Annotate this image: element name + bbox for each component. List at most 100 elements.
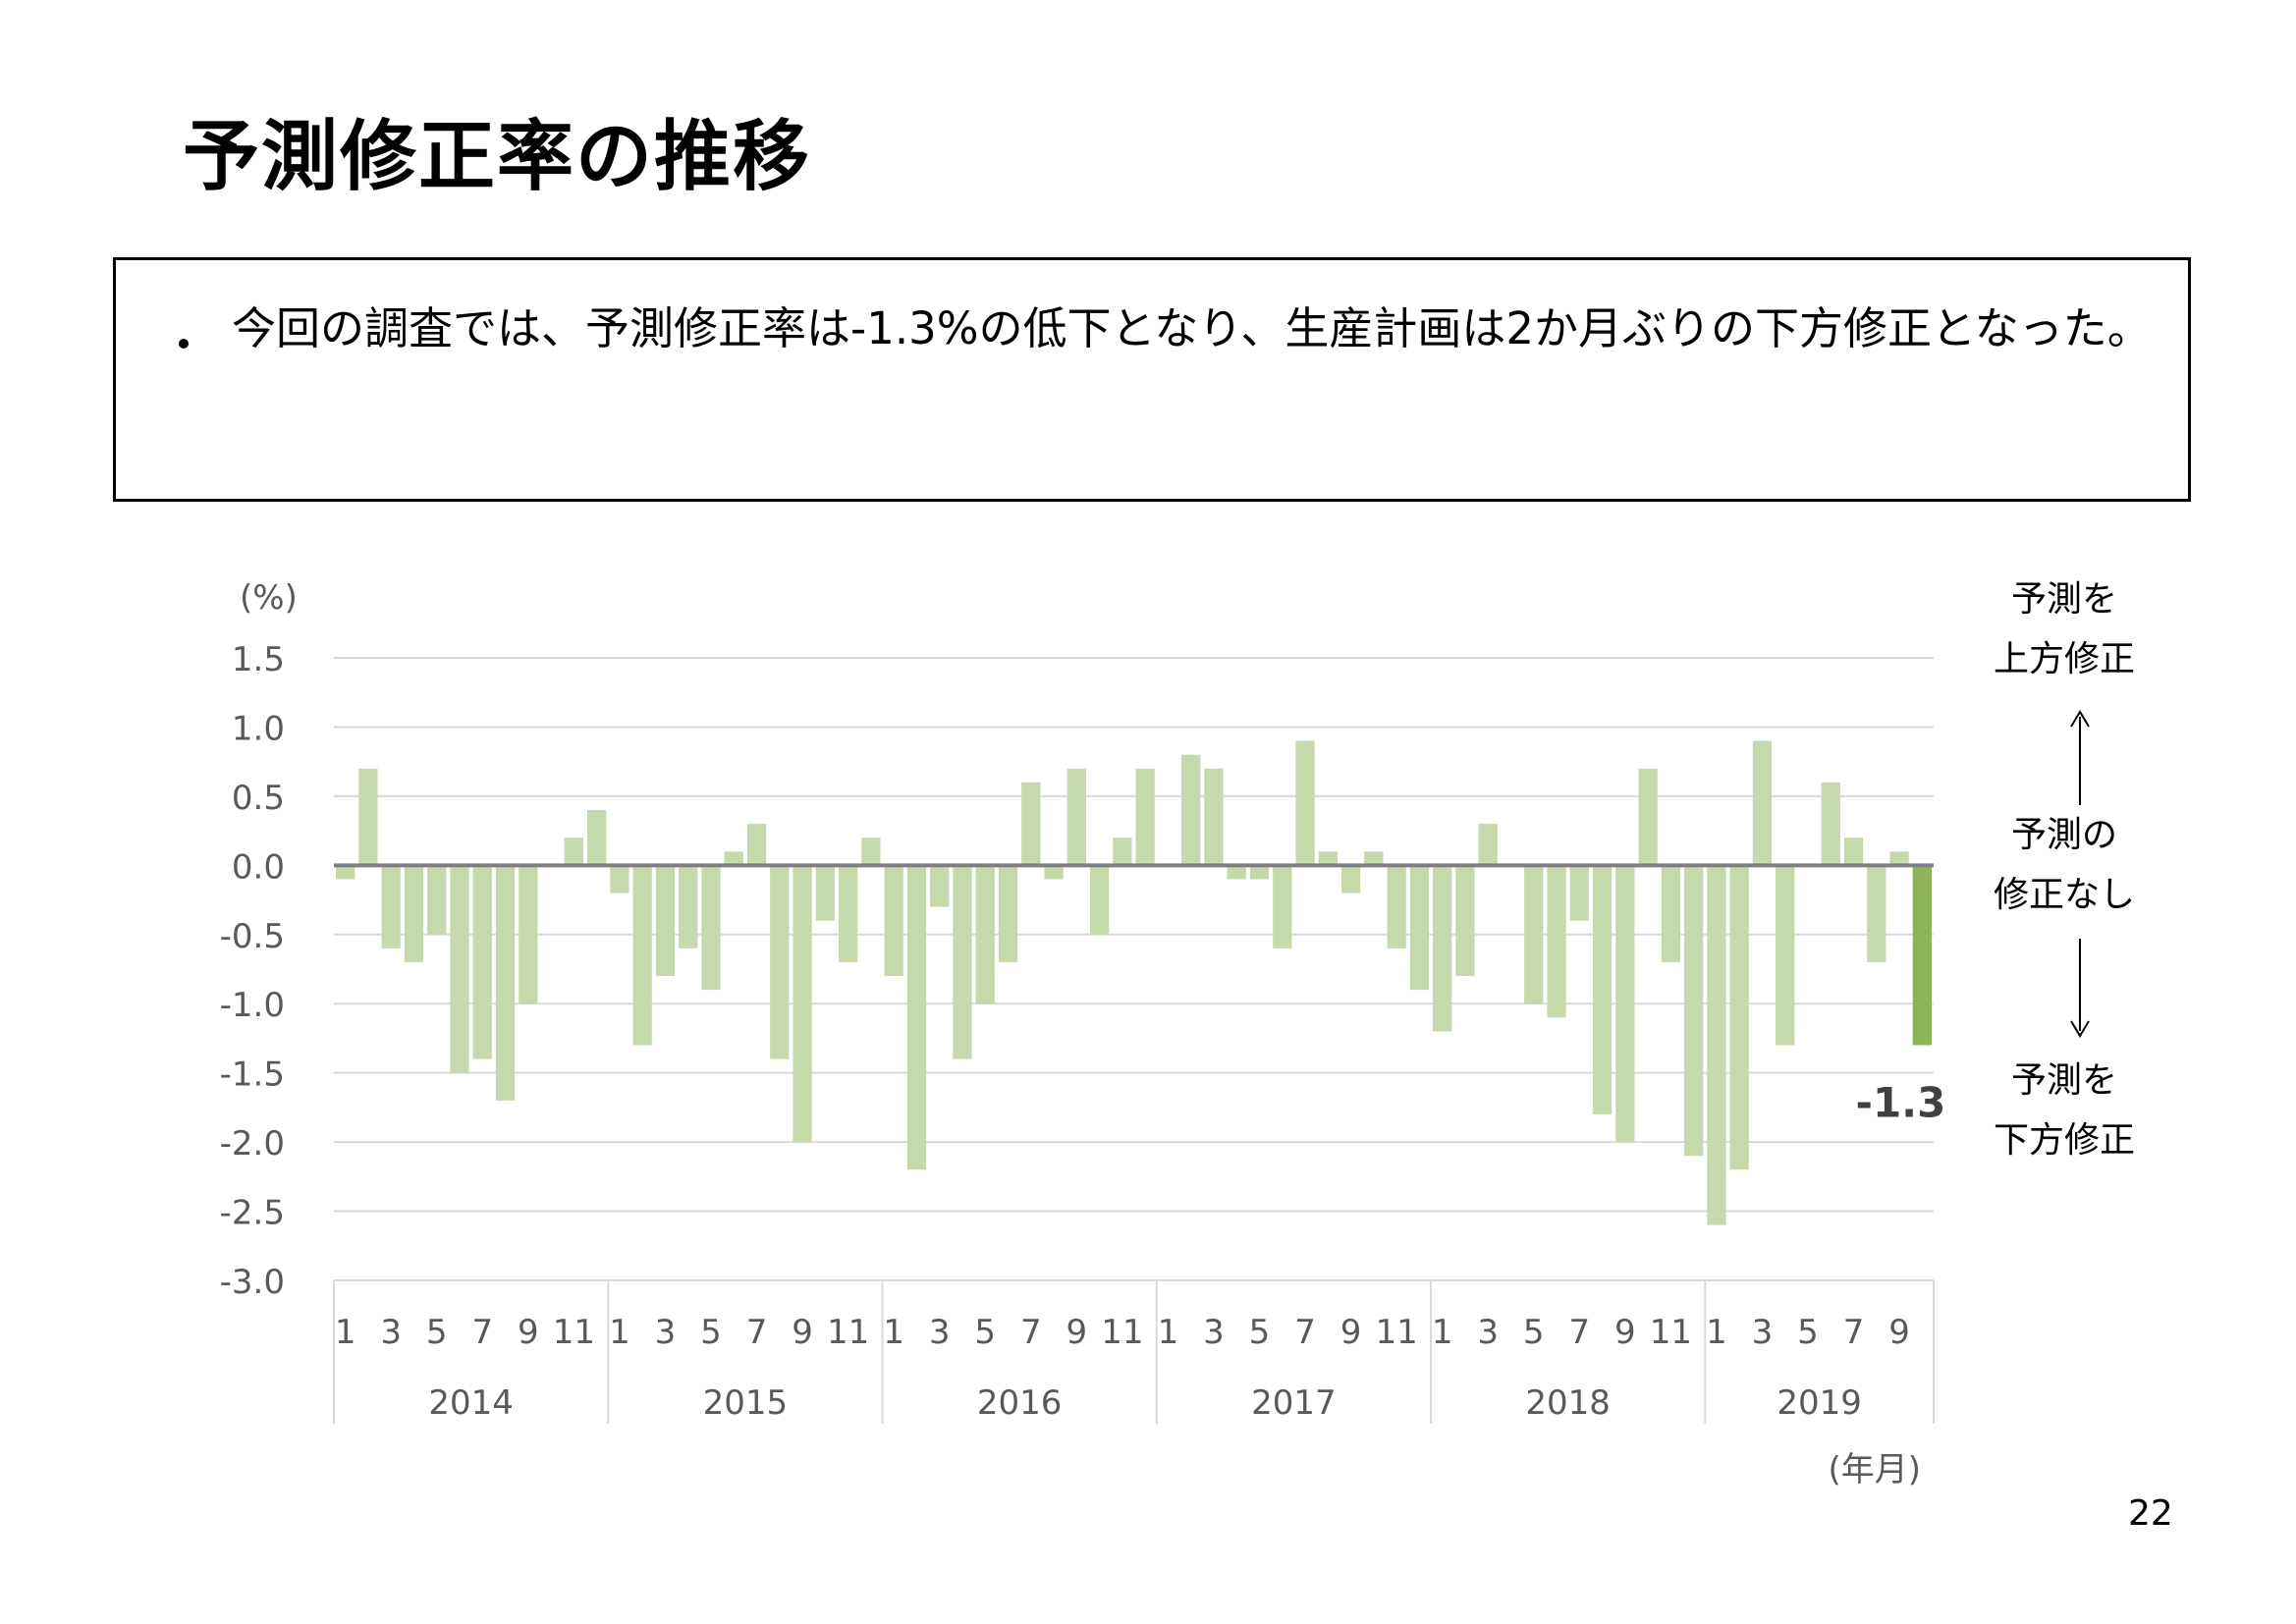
y-tick-label: 1.5 <box>232 640 285 679</box>
upward-revision-label: 予測を 上方修正 <box>1993 579 2135 679</box>
year-label: 2018 <box>1525 1383 1611 1423</box>
highlight-bar <box>1912 865 1932 1046</box>
page-number: 22 <box>2128 1493 2173 1534</box>
bar <box>975 865 995 1004</box>
year-label: 2015 <box>703 1383 789 1423</box>
year-label: 2014 <box>428 1383 514 1423</box>
bar <box>1433 865 1452 1032</box>
bar <box>1044 865 1064 880</box>
y-tick-label: -2.5 <box>220 1194 285 1233</box>
bar <box>1638 768 1658 866</box>
month-tick-label: 3 <box>655 1313 677 1352</box>
bar <box>998 865 1018 962</box>
bar <box>427 865 447 935</box>
month-tick-label: 5 <box>1523 1313 1545 1352</box>
month-tick-label: 7 <box>1843 1313 1865 1352</box>
month-tick-label: 5 <box>1249 1313 1271 1352</box>
month-tick-label: 11 <box>553 1313 595 1352</box>
bar <box>1249 865 1270 880</box>
bar <box>793 865 812 1143</box>
month-tick-label: 1 <box>883 1313 904 1352</box>
bar <box>1889 851 1909 866</box>
bullet-dot <box>179 339 189 349</box>
bar <box>1776 865 1795 1046</box>
month-tick-label: 7 <box>471 1313 493 1352</box>
bar <box>586 809 607 866</box>
year-label: 2016 <box>977 1383 1063 1423</box>
bar <box>336 865 355 880</box>
y-tick-label: -1.5 <box>220 1056 285 1095</box>
bar <box>1569 865 1589 921</box>
bar <box>1547 865 1566 1018</box>
bar <box>1227 865 1246 880</box>
bar <box>1364 851 1384 866</box>
bar <box>1409 865 1430 991</box>
no-revision-label: 予測の 修正なし <box>1993 815 2135 915</box>
bar <box>1752 740 1773 866</box>
year-label: 2019 <box>1777 1383 1862 1423</box>
bar <box>472 865 492 1059</box>
month-tick-label: 9 <box>518 1313 539 1352</box>
slide-title: 予測修正率の推移 <box>183 113 812 201</box>
bar <box>1273 865 1292 948</box>
month-tick-label: 7 <box>746 1313 768 1352</box>
month-tick-label: 11 <box>1101 1313 1143 1352</box>
bar <box>1478 824 1498 866</box>
month-tick-label: 1 <box>335 1313 356 1352</box>
summary-box: 今回の調査では、予測修正率は-1.3%の低下となり、生産計画は2か月ぶりの下方修… <box>113 257 2191 502</box>
downward-revision-label: 予測を 下方修正 <box>1993 1060 2135 1161</box>
bar <box>1615 865 1635 1143</box>
bar <box>884 865 903 977</box>
month-tick-label: 5 <box>426 1313 448 1352</box>
bar <box>930 865 950 907</box>
month-tick-label: 9 <box>1066 1313 1088 1352</box>
month-tick-label: 3 <box>1477 1313 1499 1352</box>
bar <box>1661 865 1681 962</box>
bar <box>358 768 378 866</box>
y-tick-label: 1.0 <box>232 709 285 748</box>
month-tick-label: 1 <box>1158 1313 1179 1352</box>
month-tick-label: 5 <box>1797 1313 1819 1352</box>
bar <box>679 865 698 948</box>
month-tick-label: 5 <box>974 1313 996 1352</box>
bar <box>1340 865 1361 893</box>
bar <box>1295 740 1315 866</box>
bar <box>450 865 469 1073</box>
month-tick-label: 9 <box>1614 1313 1636 1352</box>
bar <box>1135 768 1155 866</box>
bar <box>1181 754 1201 866</box>
month-tick-label: 11 <box>1650 1313 1692 1352</box>
month-tick-label: 9 <box>792 1313 813 1352</box>
bar <box>906 865 927 1170</box>
bar <box>632 865 652 1046</box>
bar <box>610 865 629 893</box>
down-arrow-head-icon <box>2070 1020 2090 1038</box>
month-tick-label: 1 <box>1432 1313 1453 1352</box>
month-tick-label: 11 <box>827 1313 869 1352</box>
y-tick-label: 0.0 <box>232 847 285 887</box>
bar <box>861 838 881 866</box>
bar <box>1066 768 1086 866</box>
month-tick-label: 1 <box>609 1313 630 1352</box>
y-tick-label: -2.0 <box>220 1124 285 1164</box>
y-tick-label: 0.5 <box>232 779 285 818</box>
bar <box>1318 851 1338 866</box>
bar <box>1021 782 1041 866</box>
up-arrow-head-icon <box>2070 710 2090 728</box>
bar <box>564 838 583 866</box>
month-tick-label: 7 <box>1294 1313 1316 1352</box>
bar <box>1821 782 1840 866</box>
summary-text: 今回の調査では、予測修正率は-1.3%の低下となり、生産計画は2か月ぶりの下方修… <box>232 302 2152 354</box>
month-tick-label: 9 <box>1340 1313 1362 1352</box>
bar <box>953 865 972 1059</box>
month-tick-label: 3 <box>380 1313 402 1352</box>
y-axis-unit-label: (%) <box>240 578 298 618</box>
y-tick-label: -1.0 <box>220 986 285 1025</box>
bar <box>1592 865 1613 1114</box>
highlight-data-label: -1.3 <box>1856 1078 1946 1126</box>
y-tick-label: -0.5 <box>220 917 285 956</box>
bar <box>1524 865 1544 1004</box>
bar <box>1387 865 1406 948</box>
bar <box>1113 838 1132 866</box>
